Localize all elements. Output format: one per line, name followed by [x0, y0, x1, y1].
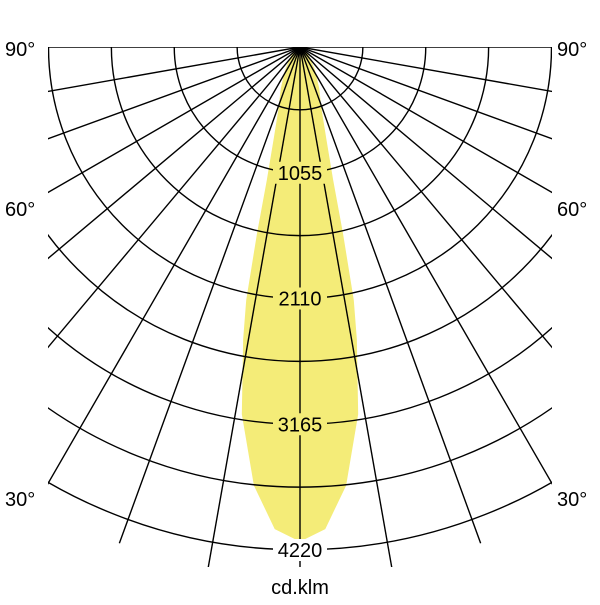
radial-tick-label: 2110 [278, 289, 321, 311]
angle-label-right-90: 90° [557, 39, 587, 61]
grid-radial-line [299, 47, 552, 485]
grid-radial-line [299, 47, 552, 349]
grid-radial-line [48, 47, 301, 194]
angle-label-left-60: 60° [5, 199, 35, 221]
grid-radial-line [299, 47, 552, 194]
radial-tick-label: 4220 [278, 540, 323, 562]
grid-radial-line [48, 47, 301, 260]
grid-radial-line [299, 47, 552, 140]
grid-radial-line [48, 47, 301, 93]
tick-label-bg [273, 413, 327, 436]
grid-radial-line [299, 47, 393, 567]
unit-label: cd.klm [271, 577, 329, 599]
tick-label-bg [273, 539, 327, 561]
grid-radial-line [48, 47, 301, 140]
grid-radial-line [48, 47, 301, 349]
angle-label-right-60: 60° [557, 199, 587, 221]
radial-tick-label: 1055 [278, 163, 323, 185]
grid-radial-line [118, 47, 301, 544]
angle-label-left-90: 90° [5, 39, 35, 61]
angle-label-right-30: 30° [557, 489, 587, 511]
grid-radial-line [299, 47, 482, 544]
tick-label-bg [273, 287, 327, 310]
angle-label-left-30: 30° [5, 489, 35, 511]
tick-label-bg [273, 161, 327, 184]
grid-radial-line [207, 47, 301, 567]
grid-radial-line [48, 47, 301, 485]
grid-radial-line [299, 47, 552, 93]
radial-tick-label: 3165 [278, 414, 323, 436]
grid-radial-line [299, 47, 552, 260]
